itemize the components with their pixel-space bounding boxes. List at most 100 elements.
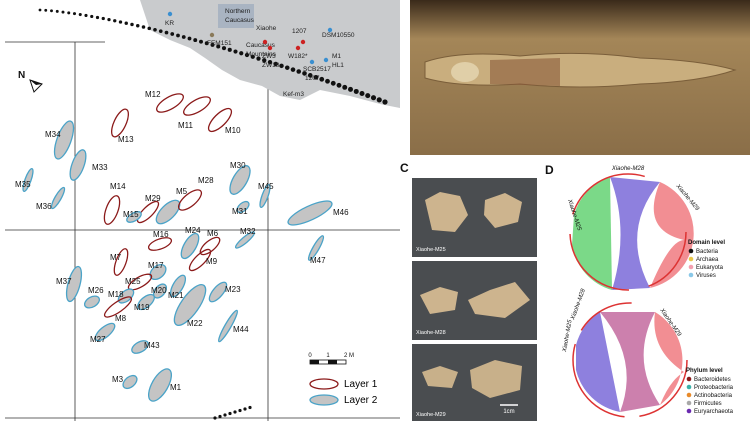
fence-dot	[250, 54, 255, 59]
tomb-label: M33	[92, 163, 108, 172]
scale-label: 2 M	[344, 353, 354, 359]
sample	[470, 360, 522, 398]
site-label: DSM10550	[322, 32, 355, 39]
tomb-label: M16	[153, 230, 169, 239]
site-dot	[323, 57, 329, 63]
tomb-label: M28	[198, 176, 214, 185]
fence-dot	[130, 22, 134, 27]
site-label: M1	[332, 53, 341, 60]
fence-dot	[67, 11, 71, 15]
north-arrow	[29, 79, 43, 93]
fence-dot	[342, 84, 348, 90]
tomb-label: M21	[168, 291, 184, 300]
tomb-label: M1	[170, 383, 182, 392]
chord-ribbon	[654, 312, 684, 405]
tomb-label: M26	[88, 286, 104, 295]
site-label: KR	[165, 20, 174, 27]
tomb	[127, 273, 153, 291]
tomb	[307, 235, 325, 261]
fence-dot	[90, 14, 94, 19]
tomb-label: M46	[333, 208, 349, 217]
site-dot	[300, 39, 306, 45]
tomb-label: M25	[125, 277, 141, 286]
tomb	[173, 284, 207, 326]
fence-dot	[359, 91, 365, 97]
tomb	[183, 96, 211, 116]
fence-dot	[84, 13, 88, 18]
fence-dot	[221, 46, 227, 51]
sample	[420, 287, 458, 314]
fence-dot	[284, 65, 290, 70]
tomb	[207, 107, 233, 133]
fence-dot	[72, 12, 77, 16]
legend-label: Actinobacteria	[694, 393, 733, 399]
legend-swatch	[688, 264, 694, 270]
site-dot	[167, 11, 173, 17]
fence-dot	[330, 80, 336, 86]
fence-dot	[319, 76, 325, 82]
fence-dot	[136, 23, 140, 28]
fence-dot	[370, 95, 377, 101]
tomb-label: M37	[56, 277, 72, 286]
panel-label: D	[545, 163, 554, 177]
tomb	[131, 340, 149, 354]
tomb-label: M23	[225, 285, 241, 294]
tomb	[94, 322, 116, 342]
fence-dots	[38, 8, 388, 420]
tomb-label: M15	[123, 210, 139, 219]
chord-ring	[569, 173, 687, 291]
chord-ribbon	[600, 312, 660, 412]
tomb-label: M18	[108, 290, 124, 299]
fence-dot	[243, 407, 247, 411]
tomb-label: M22	[187, 319, 203, 328]
fence-dot	[170, 32, 175, 36]
tomb	[103, 195, 121, 225]
fence-dot	[267, 59, 273, 65]
fence-dot	[248, 405, 252, 410]
fence-dot	[307, 73, 313, 78]
tomb	[50, 186, 66, 210]
tomb	[155, 199, 181, 225]
tomb-label: M13	[118, 135, 134, 144]
tomb-label: M31	[232, 207, 248, 216]
tomb	[234, 231, 256, 249]
scale-label: 1cm	[503, 409, 514, 415]
legend-title: Phylum level	[686, 368, 723, 374]
sample-caption: Xiaohe-M28	[416, 330, 446, 336]
site-label: ZW3	[262, 53, 276, 60]
fence-dot	[164, 30, 169, 35]
legend-swatch	[686, 384, 692, 390]
fence-dot	[325, 78, 330, 84]
site-label: Caucasus	[225, 17, 255, 24]
tomb	[122, 374, 138, 390]
tomb-label: M24	[185, 226, 201, 235]
tomb-label: M7	[110, 253, 122, 262]
tomb	[110, 108, 130, 138]
fence-dot	[376, 97, 382, 103]
tomb-label: M43	[144, 341, 160, 350]
scale-label: 0	[308, 353, 312, 359]
chord-label: Xiaohe-M28	[570, 288, 587, 322]
tomb-label: M11	[178, 121, 194, 130]
sample-caption: Xiaohe-M29	[416, 412, 446, 418]
fence-dot	[199, 39, 203, 44]
inset-map	[140, 0, 400, 108]
legend-label: Archaea	[696, 257, 719, 263]
fence-dot	[227, 47, 232, 52]
fence-dot	[44, 8, 48, 12]
fence-dot	[61, 10, 65, 14]
site-label: FEM151	[207, 40, 232, 47]
sample-caption: Xiaohe-M25	[416, 247, 446, 253]
fence-dot	[233, 49, 238, 54]
fence-dot	[365, 93, 371, 99]
fence-dot	[210, 42, 215, 47]
tomb-label: M47	[310, 256, 326, 265]
tomb-label: M5	[176, 187, 188, 196]
fence-dot	[353, 88, 359, 94]
site-label: Caucasus	[246, 42, 276, 49]
site-dot	[309, 59, 315, 65]
tomb-label: M44	[233, 325, 249, 334]
fence-dot	[50, 9, 53, 13]
chord-legends: Domain level Bacteria Archaea Eukaryota Viru…	[686, 240, 734, 415]
fence-dot	[382, 99, 388, 105]
